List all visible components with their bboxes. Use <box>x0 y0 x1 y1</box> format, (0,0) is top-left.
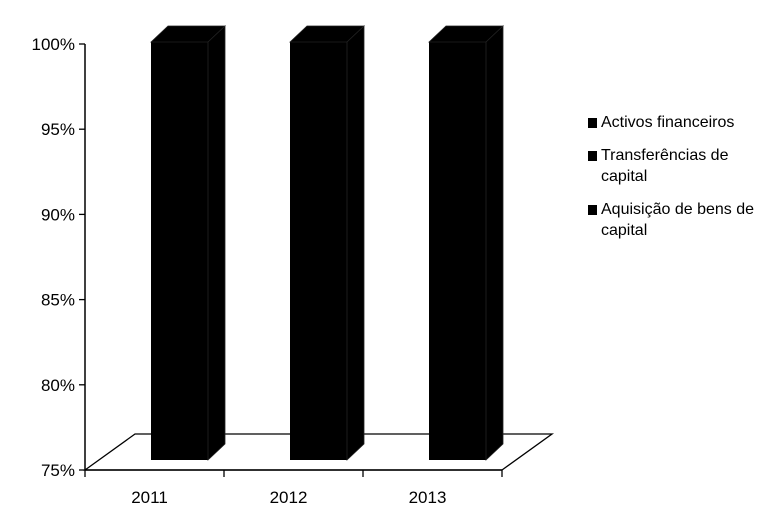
bar <box>151 42 208 460</box>
legend-label: Aquisição de bens de capital <box>601 201 754 239</box>
y-tick-label: 75% <box>41 461 75 480</box>
legend-swatch <box>588 151 597 161</box>
legend-label: Activos financeiros <box>601 114 735 131</box>
bars <box>149 25 505 461</box>
y-tick-label: 80% <box>41 376 75 395</box>
x-tick-label: 2013 <box>409 488 447 507</box>
y-tick-label: 85% <box>41 291 75 310</box>
chart-axes <box>84 44 502 471</box>
bar <box>429 42 486 460</box>
x-axis-labels: 2011 2012 2013 <box>84 470 503 507</box>
y-tick-label: 100% <box>32 35 75 54</box>
x-tick-label: 2011 <box>131 488 168 507</box>
bar <box>290 42 347 460</box>
y-axis-ticks: 75% 80% 85% 90% 95% 100% <box>32 35 85 480</box>
legend-label: Transferências de capital <box>601 147 729 185</box>
legend-item: Transferências de capital <box>588 145 758 187</box>
y-tick-label: 90% <box>41 205 75 224</box>
legend-item: Activos financeiros <box>588 112 758 133</box>
bar-side <box>207 25 226 461</box>
bar-side <box>485 25 504 461</box>
x-tick-label: 2012 <box>270 488 308 507</box>
bar-side <box>346 25 365 461</box>
legend-swatch <box>588 118 597 128</box>
legend-item: Aquisição de bens de capital <box>588 199 758 241</box>
legend-swatch <box>588 205 597 215</box>
y-tick-label: 95% <box>41 120 75 139</box>
legend: Activos financeiros Transferências de ca… <box>588 112 758 253</box>
